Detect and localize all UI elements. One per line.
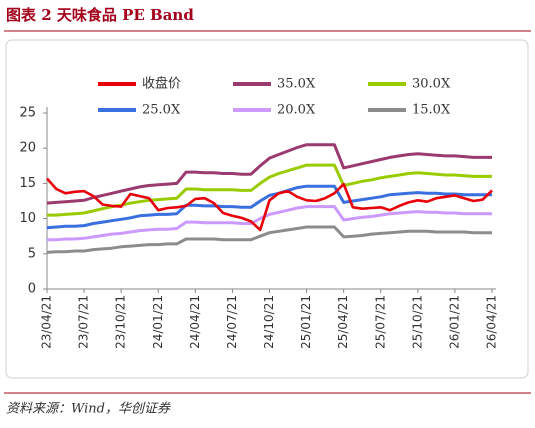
x-tick-label: 24/10/21 <box>262 295 276 349</box>
chart-frame <box>5 39 529 379</box>
x-tick-label: 25/01/21 <box>299 295 313 349</box>
y-tick-label: 10 <box>19 211 36 226</box>
series-line <box>47 163 492 217</box>
x-tick-label: 26/01/21 <box>447 295 461 349</box>
legend-label: 25.0X <box>142 103 181 118</box>
chart-title: 图表 2 天味食品 PE Band <box>6 6 194 24</box>
source: 资料来源：Wind，华创证券 <box>6 402 171 417</box>
x-tick-label: 25/10/21 <box>410 295 424 349</box>
x-tick-label: 23/07/21 <box>77 295 91 349</box>
y-tick-label: 5 <box>28 246 36 261</box>
series-line <box>46 184 492 230</box>
legend-label: 15.0X <box>412 103 451 118</box>
x-tick-label: 26/04/21 <box>485 295 499 349</box>
y-tick-label: 25 <box>19 106 36 121</box>
legend-label: 35.0X <box>277 77 316 92</box>
legend-label: 20.0X <box>277 103 316 118</box>
x-tick-label: 25/04/21 <box>336 295 350 349</box>
y-tick-label: 20 <box>19 141 36 156</box>
x-tick-label: 24/04/21 <box>188 295 202 349</box>
x-tick-label: 24/07/21 <box>225 295 239 349</box>
x-tick-label: 23/10/21 <box>114 295 128 349</box>
series-line <box>47 205 492 242</box>
legend-label: 30.0X <box>412 77 451 92</box>
x-tick-label: 24/01/21 <box>151 295 165 349</box>
series-line <box>46 143 492 205</box>
legend-label: 收盘价 <box>142 76 181 92</box>
series-line <box>46 225 492 254</box>
y-tick-label: 0 <box>28 282 36 297</box>
series-line <box>46 177 493 232</box>
x-tick-label: 23/04/21 <box>40 295 54 349</box>
y-tick-label: 15 <box>19 176 36 191</box>
x-tick-label: 25/07/21 <box>373 295 387 349</box>
